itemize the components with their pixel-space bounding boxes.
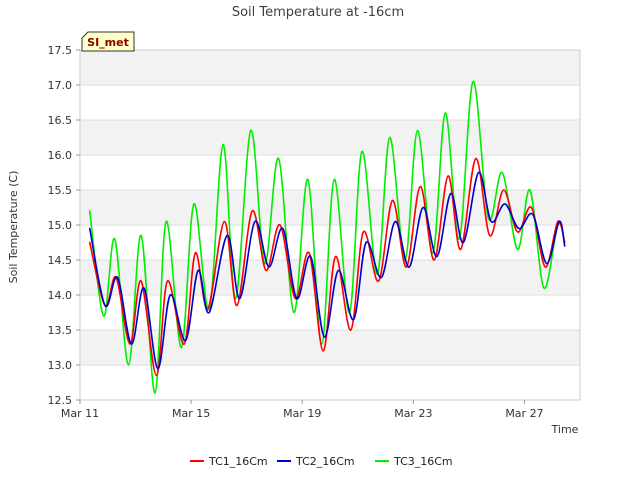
background-band [80,365,580,400]
y-tick-label: 14.5 [48,254,73,267]
x-tick-label: Mar 27 [505,407,543,420]
y-tick-label: 13.0 [48,359,73,372]
y-tick-label: 12.5 [48,394,73,407]
chart-title: Soil Temperature at -16cm [232,5,404,20]
background-band [80,50,580,85]
x-tick-label: Mar 23 [394,407,432,420]
legend: TC1_16Cm TC2_16Cm TC3_16Cm [190,455,453,468]
y-tick-label: 16.5 [48,114,73,127]
background-band [80,85,580,120]
background-band [80,120,580,155]
y-axis-label: Soil Temperature (C) [7,171,20,284]
series-line-tc2-16cm [88,171,566,370]
y-tick-label: 16.0 [48,149,73,162]
x-axis-ticks: Mar 11 Mar 15 Mar 19 Mar 23 Mar 27 [61,400,544,420]
legend-label: TC3_16Cm [393,455,453,468]
x-axis-label: Time [551,423,579,436]
legend-label: TC1_16Cm [208,455,268,468]
background-band [80,155,580,190]
x-tick-label: Mar 15 [172,407,210,420]
y-tick-label: 17.5 [48,44,73,57]
x-tick-label: Mar 19 [283,407,321,420]
y-tick-label: 15.5 [48,184,73,197]
y-tick-label: 17.0 [48,79,73,92]
y-tick-label: 14.0 [48,289,73,302]
y-tick-label: 13.5 [48,324,73,337]
x-tick-label: Mar 11 [61,407,99,420]
legend-label: TC2_16Cm [295,455,355,468]
station-badge-label: SI_met [87,36,129,49]
series-layer [88,80,566,394]
station-badge: SI_met [81,31,135,52]
y-axis-ticks: 12.5 13.0 13.5 14.0 14.5 15.0 15.5 16.0 16.5 17.0… [48,44,80,407]
station-badge-box [81,31,135,52]
y-tick-label: 15.0 [48,219,73,232]
